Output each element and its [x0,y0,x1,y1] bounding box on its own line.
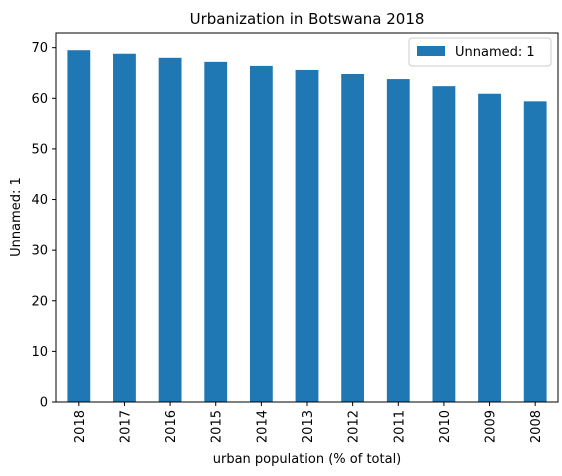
x-tick-label: 2011 [392,410,407,443]
x-tick-label: 2015 [210,410,225,443]
x-tick-label: 2008 [529,410,544,443]
bars-group [67,50,547,403]
y-tick-label: 40 [31,193,48,208]
y-tick-label: 10 [31,345,48,360]
legend: Unnamed: 1 [408,37,552,67]
bar-2010 [432,86,456,403]
bar-2015 [204,61,228,402]
bar-2012 [341,74,365,402]
y-tick-label: 20 [31,294,48,309]
legend-box [408,37,552,67]
x-tick-label: 2012 [347,410,362,443]
x-tick-label: 2010 [438,410,453,443]
y-axis-label: Unnamed: 1 [9,177,24,257]
x-tick-label: 2009 [484,410,499,443]
y-tick-label: 50 [31,142,48,157]
chart-title: Urbanization in Botswana 2018 [190,10,425,28]
y-tick-label: 60 [31,92,48,107]
x-tick-label: 2017 [118,410,133,443]
y-axis: 0 10 20 30 40 50 60 70 [31,41,56,411]
x-axis: 2018 2017 2016 2015 2014 2013 2012 2011 2010 2009… [73,402,544,443]
x-tick-label: 2013 [301,410,316,443]
bar-2011 [386,79,410,402]
y-tick-label: 70 [31,41,48,56]
legend-label: Unnamed: 1 [455,45,535,60]
bar-2014 [249,65,273,402]
x-tick-label: 2016 [164,410,179,443]
y-tick-label: 30 [31,244,48,259]
bar-2017 [113,53,136,403]
plot-frame [55,32,559,403]
bar-2018 [67,50,91,403]
bar-2008 [523,101,547,402]
bar-2016 [158,57,182,403]
bar-2009 [478,93,501,403]
x-tick-label: 2018 [73,410,88,443]
x-tick-label: 2014 [255,410,270,443]
bar-2013 [295,69,319,402]
x-axis-label: urban population (% of total) [213,452,402,467]
y-tick-label: 0 [40,396,48,411]
legend-swatch [417,46,445,56]
